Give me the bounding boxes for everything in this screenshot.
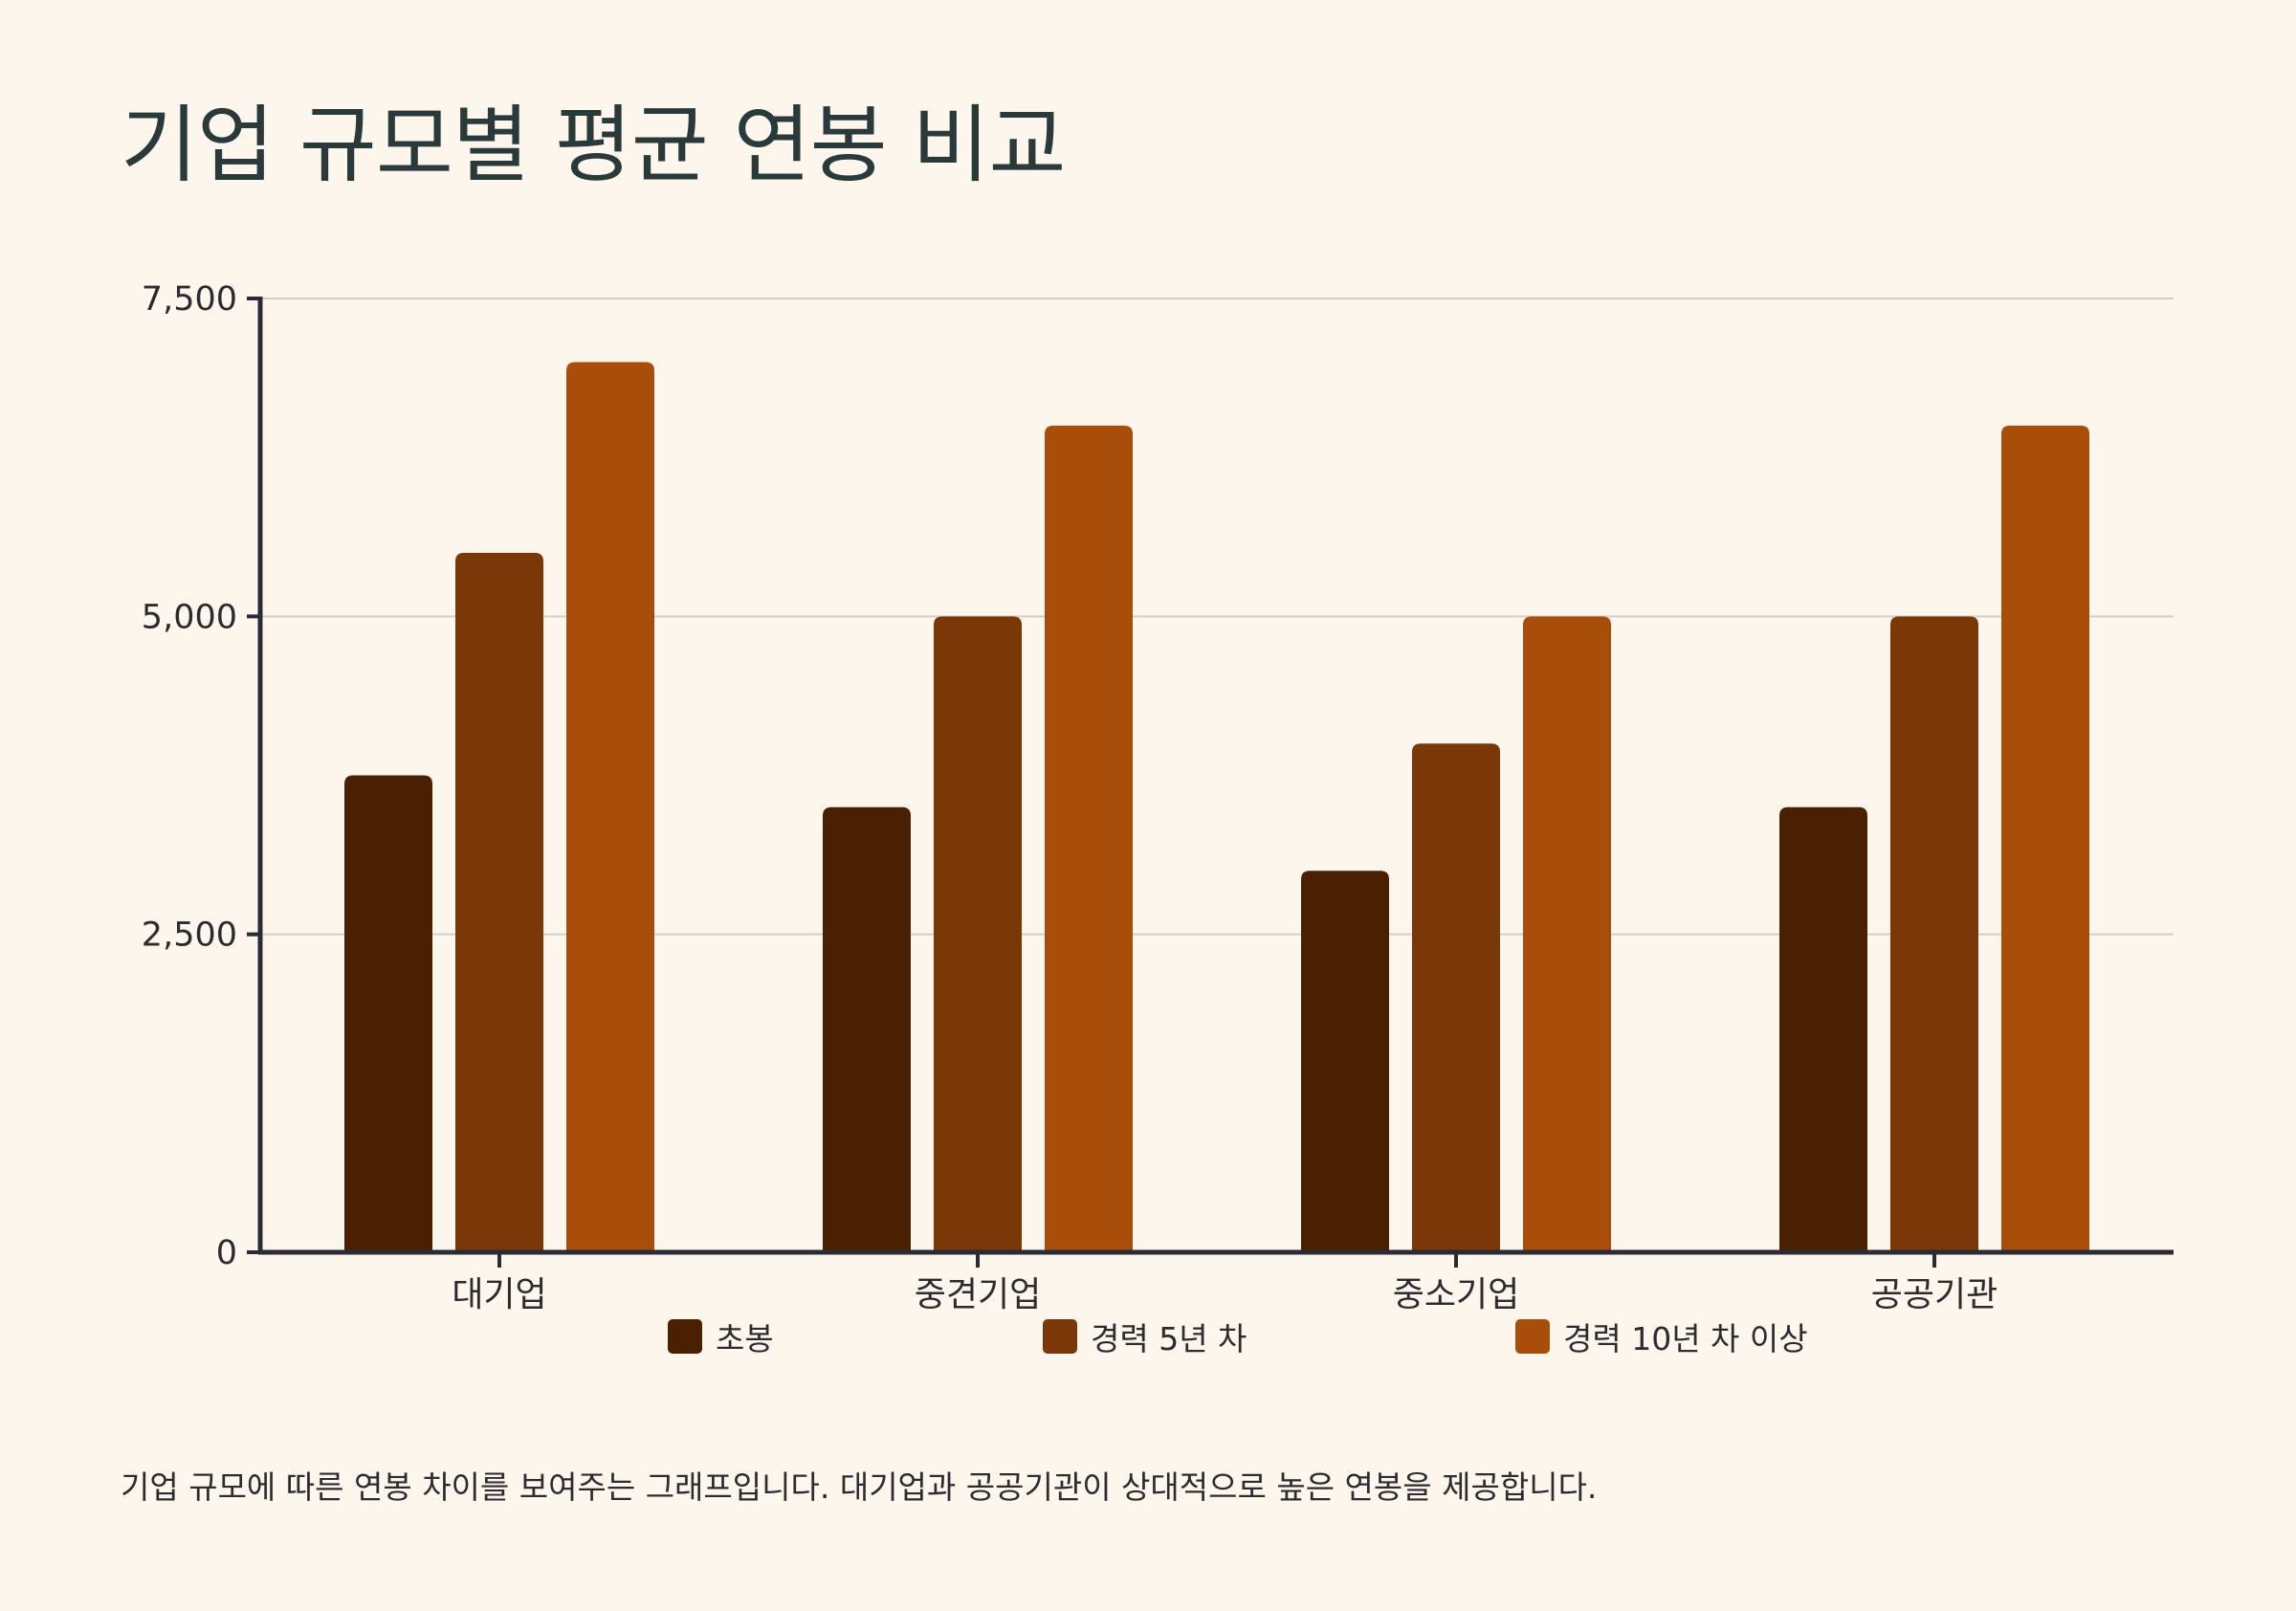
x-tick-label: 중소기업 bbox=[1393, 1275, 1519, 1314]
bars bbox=[344, 362, 2089, 1252]
legend-label: 경력 10년 차 이상 bbox=[1563, 1320, 1808, 1357]
gridlines bbox=[260, 298, 2174, 936]
legend-label: 초봉 bbox=[716, 1320, 774, 1357]
bar bbox=[1045, 425, 1133, 1252]
chart-title: 기업 규모별 평균 연봉 비교 bbox=[121, 96, 1066, 194]
axes bbox=[247, 297, 2174, 1268]
legend-swatch bbox=[668, 1319, 702, 1354]
legend-item: 초봉 bbox=[668, 1313, 774, 1360]
legend-item: 경력 10년 차 이상 bbox=[1515, 1313, 1808, 1360]
bar bbox=[934, 616, 1022, 1252]
bar bbox=[2001, 425, 2089, 1252]
chart-caption: 기업 규모에 따른 연봉 차이를 보여주는 그래프입니다. 대기업과 공공기관이… bbox=[121, 1468, 1598, 1506]
legend: 초봉 경력 5년 차 경력 10년 차 이상 bbox=[0, 1313, 2296, 1360]
legend-swatch bbox=[1043, 1319, 1077, 1354]
legend-swatch bbox=[1515, 1319, 1550, 1354]
bar bbox=[1779, 806, 1867, 1252]
bar bbox=[823, 806, 911, 1252]
bar bbox=[1301, 871, 1389, 1252]
y-tick-label: 5,000 bbox=[142, 598, 237, 636]
y-tick-label: 2,500 bbox=[142, 916, 237, 955]
x-tick-label: 공공기관 bbox=[1871, 1275, 1998, 1314]
y-tick-label: 7,500 bbox=[142, 280, 237, 319]
bar bbox=[455, 552, 543, 1252]
legend-label: 경력 5년 차 bbox=[1091, 1320, 1247, 1357]
x-tick-label: 중견기업 bbox=[915, 1275, 1041, 1314]
x-tick-label: 대기업 bbox=[452, 1275, 546, 1314]
bar bbox=[1523, 616, 1611, 1252]
bar bbox=[1890, 616, 1978, 1252]
bar bbox=[566, 362, 654, 1252]
legend-item: 경력 5년 차 bbox=[1043, 1313, 1247, 1360]
bar bbox=[1412, 743, 1500, 1252]
y-tick-label: 0 bbox=[216, 1234, 237, 1272]
bar-chart: 0 2,500 5,000 7,500 대기업 중견기업 중소기업 공공기관 bbox=[142, 280, 2174, 1314]
axis-labels: 0 2,500 5,000 7,500 대기업 중견기업 중소기업 공공기관 bbox=[142, 280, 1998, 1314]
bar bbox=[344, 775, 432, 1252]
